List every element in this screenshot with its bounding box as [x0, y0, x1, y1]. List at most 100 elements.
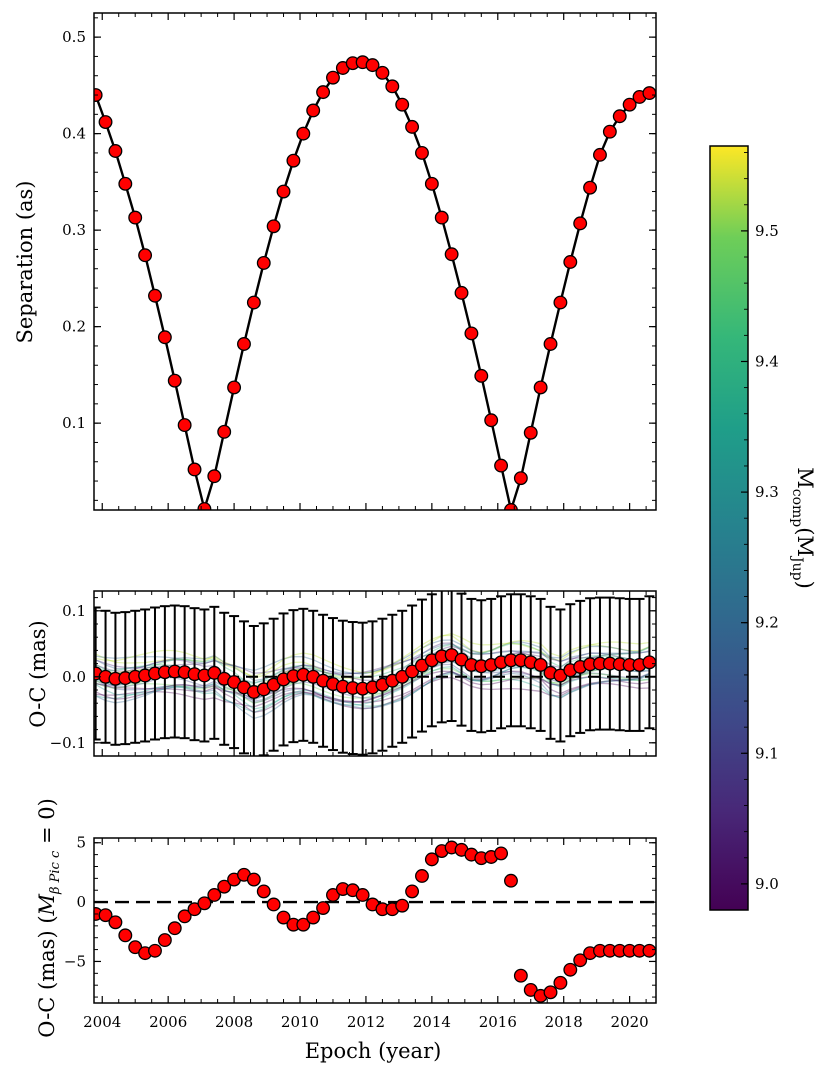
separation-point: [227, 380, 242, 395]
y-tick-label: 0.1: [62, 602, 86, 620]
separation-point: [108, 144, 123, 158]
oc-no-c-ticks: 2004 2006 2008 2010 2012 2014 2016 2018 2020 −5 0 5: [64, 834, 656, 1031]
y-tick-label: 0.5: [62, 28, 86, 46]
y-tick-label: −5: [64, 952, 86, 970]
separation-point: [444, 247, 459, 262]
colorbar-frame: [709, 145, 749, 911]
oc-no-c-point: [217, 879, 232, 894]
separation-ylabel: Separation (as): [13, 180, 37, 343]
separation-point: [405, 119, 420, 134]
separation-point: [543, 337, 558, 351]
separation-point: [385, 79, 400, 94]
colorbar-tick-label: 9.1: [755, 744, 779, 762]
separation-point: [148, 288, 162, 303]
separation-point: [434, 210, 449, 225]
oc-no-c-point: [395, 898, 410, 913]
x-tick-label: 2010: [281, 1013, 319, 1031]
oc-no-c-point: [296, 917, 311, 932]
separation-point: [197, 502, 212, 510]
y-tick-label: 0.1: [62, 414, 86, 432]
colorbar-gradient: [710, 146, 748, 910]
separation-point: [286, 153, 301, 168]
oc-no-c-panel: 2004 2006 2008 2010 2012 2014 2016 2018 2020 −5 0 5…: [35, 798, 657, 1063]
y-tick-label: 0: [76, 893, 86, 911]
separation-point: [454, 285, 469, 300]
oc-no-c-point: [207, 888, 222, 902]
separation-point: [326, 70, 340, 85]
oc-no-c-point: [256, 884, 271, 899]
oc-no-c-point: [573, 953, 588, 968]
separation-point: [523, 425, 538, 440]
colorbar-tick-label: 9.4: [755, 352, 779, 370]
x-tick-label: 2004: [83, 1013, 121, 1031]
oc-no-c-point: [266, 897, 281, 912]
separation-point: [207, 469, 222, 484]
separation-point: [375, 65, 390, 80]
x-tick-label: 2016: [479, 1013, 517, 1031]
separation-point: [484, 413, 499, 428]
separation-point: [642, 86, 656, 101]
oc-no-c-ylabel: O-C (mas) (Mβ Pic c = 0): [35, 798, 63, 1038]
separation-point: [276, 184, 291, 199]
y-tick-label: 0.4: [62, 125, 86, 143]
oc-no-c-point: [494, 846, 509, 861]
separation-point: [256, 255, 271, 270]
oc-frame: [93, 590, 657, 757]
separation-point: [128, 210, 143, 225]
separation-point: [177, 418, 192, 433]
colorbar-tick-label: 9.0: [755, 875, 779, 893]
x-tick-label: 2008: [215, 1013, 253, 1031]
x-tick-label: 2014: [413, 1013, 451, 1031]
oc-no-c-point: [316, 901, 331, 915]
x-tick-label: 2006: [149, 1013, 187, 1031]
separation-point: [157, 330, 172, 345]
separation-point: [563, 255, 578, 269]
separation-point: [612, 109, 627, 124]
separation-point: [246, 295, 261, 310]
separation-point: [217, 424, 232, 439]
separation-point: [138, 248, 153, 263]
x-tick-label: 2018: [545, 1013, 583, 1031]
oc-no-c-point: [424, 852, 439, 867]
oc-no-c-point: [642, 943, 656, 958]
separation-point: [296, 126, 311, 141]
oc-no-c-point: [355, 888, 370, 902]
oc-no-c-point: [118, 928, 133, 943]
separation-point: [187, 462, 202, 477]
oc-no-c-point: [276, 910, 291, 925]
y-tick-label: 0.0: [62, 668, 86, 686]
oc-no-c-point: [405, 884, 420, 899]
separation-points-layer: [94, 55, 656, 510]
separation-point: [98, 115, 113, 130]
separation-point: [553, 295, 568, 310]
colorbar-label: Mcomp(MJup): [789, 467, 817, 589]
separation-point: [494, 458, 509, 473]
separation-ticks: 0.1 0.2 0.3 0.4 0.5: [62, 13, 656, 510]
y-tick-label: 0.3: [62, 221, 86, 239]
oc-no-c-point: [157, 933, 172, 948]
oc-no-c-point: [108, 915, 123, 930]
separation-point: [474, 368, 489, 383]
separation-point: [237, 337, 251, 351]
separation-point: [602, 124, 617, 139]
oc-no-c-point: [513, 968, 528, 983]
separation-point: [464, 326, 479, 341]
separation-point: [583, 180, 598, 195]
oc-point: [642, 655, 656, 670]
separation-point: [622, 97, 637, 112]
separation-point: [513, 471, 528, 486]
y-tick-label: 0.2: [62, 318, 86, 336]
oc-no-c-point: [177, 909, 192, 924]
separation-point: [306, 103, 321, 118]
oc-ticks: −0.1 0.0 0.1: [50, 591, 656, 757]
oc-no-c-points-layer: [94, 840, 656, 1003]
oc-no-c-point: [167, 921, 182, 936]
colorbar: 9.0 9.1 9.2 9.3 9.4 9.5 Mcomp(MJup): [709, 145, 817, 911]
oc-points-layer: [94, 648, 656, 699]
separation-point: [266, 219, 281, 234]
oc-no-c-point: [415, 869, 429, 883]
separation-point: [365, 58, 380, 73]
y-tick-label: 5: [76, 834, 86, 852]
separation-panel: 0.1 0.2 0.3 0.4 0.5 Separation (as): [13, 12, 657, 511]
